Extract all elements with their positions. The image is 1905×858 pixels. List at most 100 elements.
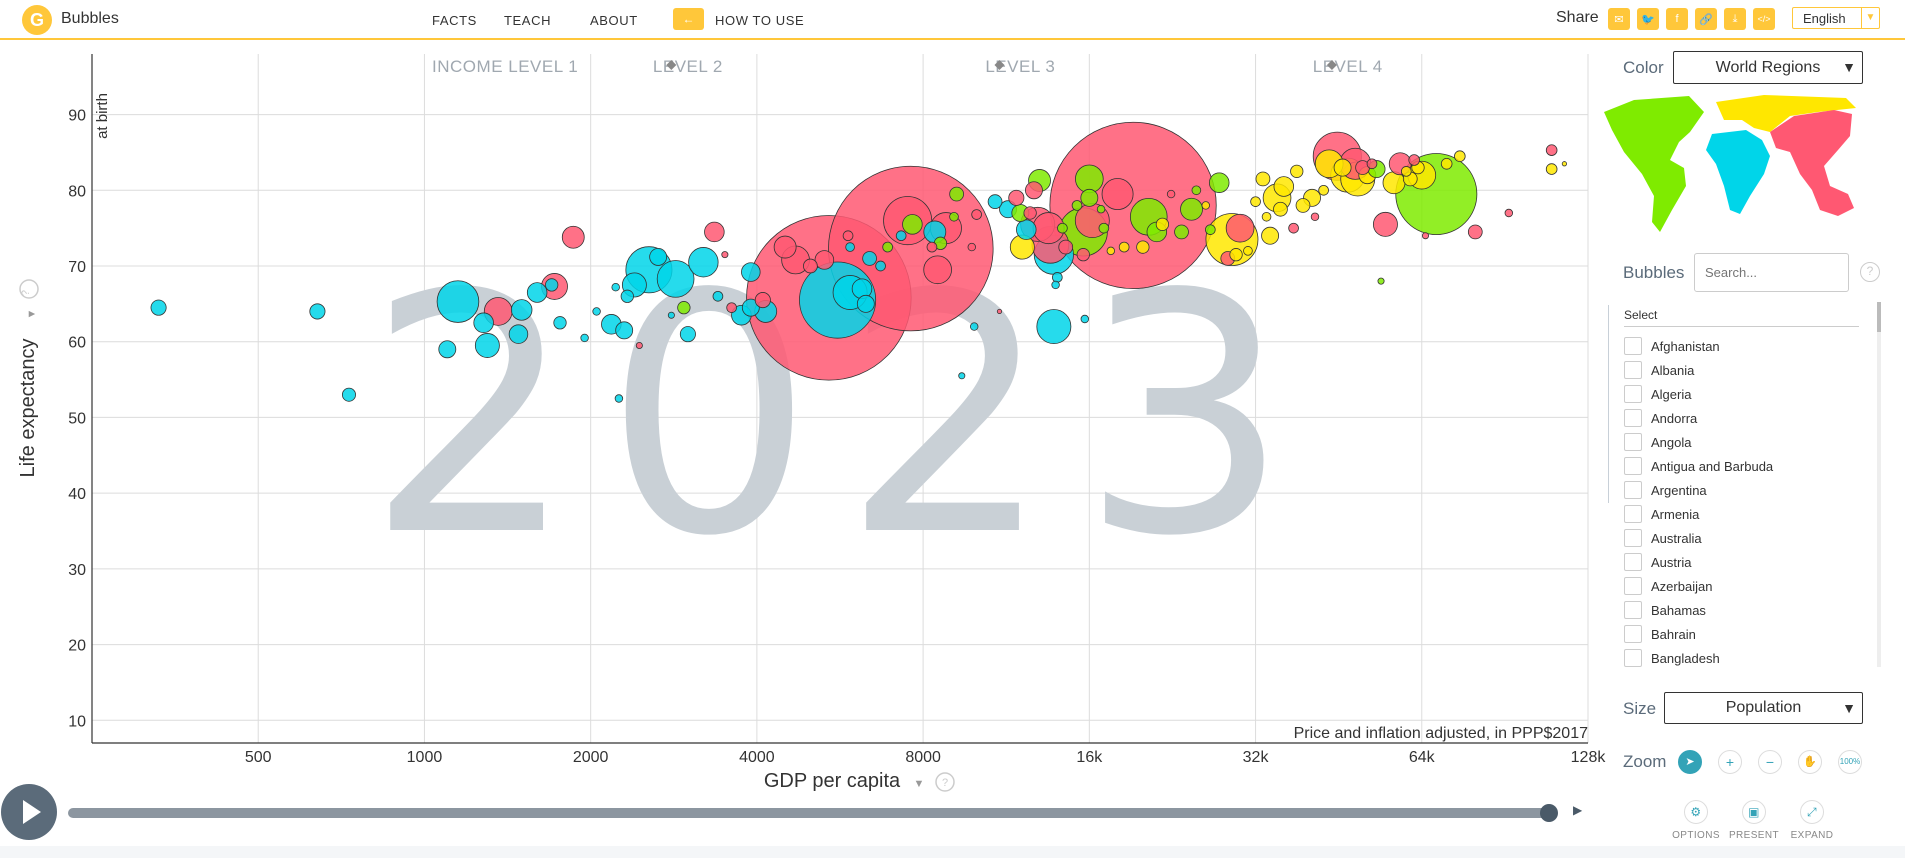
country-checkbox[interactable]: [1624, 505, 1642, 523]
country-checkbox[interactable]: [1624, 433, 1642, 451]
country-checkbox[interactable]: [1624, 625, 1642, 643]
bubble-africa[interactable]: [309, 303, 326, 320]
bubble-europe[interactable]: [1545, 163, 1558, 175]
map-region-asia[interactable]: [1770, 110, 1854, 216]
bubble-asia[interactable]: [1225, 213, 1255, 243]
country-item[interactable]: Bangladesh: [1624, 648, 1720, 668]
zoom-in-icon[interactable]: +: [1718, 750, 1742, 774]
bubble-asia[interactable]: [1467, 224, 1483, 240]
bubble-europe[interactable]: [1290, 164, 1304, 178]
bubble-africa[interactable]: [1016, 219, 1037, 240]
world-map-icon[interactable]: [1594, 90, 1864, 235]
bubble-americas[interactable]: [1096, 205, 1106, 214]
country-item[interactable]: Algeria: [1624, 384, 1691, 404]
zoom-out-icon[interactable]: −: [1758, 750, 1782, 774]
y-axis-label-chevron-icon[interactable]: ▼: [26, 309, 38, 320]
bubble-americas[interactable]: [1174, 224, 1189, 240]
bubble-africa[interactable]: [1080, 314, 1090, 324]
gapminder-logo-icon[interactable]: G: [22, 5, 52, 35]
bubble-europe[interactable]: [1318, 184, 1329, 196]
bubble-africa[interactable]: [436, 280, 480, 323]
country-item[interactable]: Angola: [1624, 432, 1691, 452]
bubble-europe[interactable]: [1440, 157, 1453, 170]
bubble-americas[interactable]: [677, 301, 691, 315]
bubble-africa[interactable]: [438, 340, 457, 359]
options-button[interactable]: ⚙ OPTIONS: [1666, 800, 1726, 841]
zoom-cursor-icon[interactable]: ➤: [1678, 750, 1702, 774]
bubble-americas[interactable]: [949, 211, 959, 222]
bubble-asia[interactable]: [1101, 178, 1134, 211]
country-item[interactable]: Afghanistan: [1624, 336, 1720, 356]
bubble-americas[interactable]: [882, 241, 893, 253]
bubble-europe[interactable]: [1201, 201, 1210, 210]
bubble-africa[interactable]: [845, 242, 855, 252]
nav-teach[interactable]: TEACH: [504, 13, 552, 28]
bubble-africa[interactable]: [1051, 272, 1063, 283]
bubble-africa[interactable]: [649, 247, 668, 266]
y-axis-label[interactable]: Life expectancy: [17, 339, 39, 478]
bubble-asia[interactable]: [1408, 154, 1420, 166]
bubble-asia[interactable]: [926, 241, 938, 253]
bubble-africa[interactable]: [615, 321, 634, 340]
bubble-africa[interactable]: [895, 230, 907, 242]
country-item[interactable]: Argentina: [1624, 480, 1707, 500]
country-checkbox[interactable]: [1624, 385, 1642, 403]
bubble-africa[interactable]: [508, 324, 529, 344]
country-item[interactable]: Andorra: [1624, 408, 1697, 428]
map-region-americas[interactable]: [1604, 96, 1704, 232]
bubble-asia[interactable]: [996, 308, 1003, 315]
search-input[interactable]: [1694, 253, 1849, 292]
country-item[interactable]: Bahamas: [1624, 600, 1706, 620]
bubble-asia[interactable]: [704, 221, 725, 243]
bubble-americas[interactable]: [1057, 222, 1068, 234]
bubble-europe[interactable]: [1243, 246, 1253, 256]
present-button[interactable]: ▣ PRESENT: [1724, 800, 1784, 841]
bubble-africa[interactable]: [614, 394, 624, 403]
country-item[interactable]: Armenia: [1624, 504, 1699, 524]
country-item[interactable]: Australia: [1624, 528, 1702, 548]
bubble-americas[interactable]: [949, 186, 964, 202]
bubble-americas[interactable]: [1180, 197, 1203, 221]
bubble-americas[interactable]: [1191, 185, 1202, 196]
country-checkbox[interactable]: [1624, 409, 1642, 427]
bubble-asia[interactable]: [814, 250, 835, 270]
country-checkbox[interactable]: [1624, 337, 1642, 355]
bubble-europe[interactable]: [1255, 171, 1271, 187]
facebook-icon[interactable]: f: [1666, 8, 1688, 30]
bubble-africa[interactable]: [958, 372, 966, 380]
bubble-africa[interactable]: [1036, 309, 1072, 345]
bubble-europe[interactable]: [1155, 217, 1170, 231]
bubble-africa[interactable]: [862, 251, 877, 266]
bubble-africa[interactable]: [688, 247, 719, 278]
x-axis-label-chevron-icon[interactable]: ▼: [914, 778, 925, 790]
country-item[interactable]: Azerbaijan: [1624, 576, 1712, 596]
bubble-africa[interactable]: [473, 312, 494, 334]
bubble-europe[interactable]: [1454, 150, 1466, 163]
bubble-europe[interactable]: [1295, 198, 1311, 213]
bubble-africa[interactable]: [741, 262, 761, 282]
nav-how-to-use[interactable]: HOW TO USE: [715, 13, 805, 28]
bubble-africa[interactable]: [741, 298, 760, 317]
twitter-icon[interactable]: 🐦: [1637, 8, 1659, 30]
bubble-asia[interactable]: [726, 302, 737, 313]
how-to-use-icon[interactable]: ←: [673, 8, 704, 30]
bubble-europe[interactable]: [1561, 161, 1567, 167]
bubble-americas[interactable]: [902, 214, 923, 235]
bubble-europe[interactable]: [1273, 176, 1295, 197]
bubble-africa[interactable]: [611, 282, 620, 292]
bubble-africa[interactable]: [474, 333, 500, 358]
bubble-europe[interactable]: [1261, 226, 1280, 245]
bubble-africa[interactable]: [656, 260, 695, 298]
bubble-asia[interactable]: [1288, 222, 1299, 234]
bubble-americas[interactable]: [1080, 188, 1099, 207]
bubbles-layer[interactable]: [150, 121, 1567, 403]
bubble-asia[interactable]: [803, 258, 818, 274]
bubble-europe[interactable]: [1261, 211, 1272, 222]
play-button[interactable]: [1, 784, 57, 840]
map-region-africa[interactable]: [1706, 130, 1770, 214]
bubble-asia[interactable]: [561, 225, 585, 249]
bubble-africa[interactable]: [875, 260, 886, 272]
bubble-americas[interactable]: [1098, 222, 1110, 234]
bubble-asia[interactable]: [1366, 158, 1378, 170]
bubble-asia[interactable]: [842, 230, 854, 242]
